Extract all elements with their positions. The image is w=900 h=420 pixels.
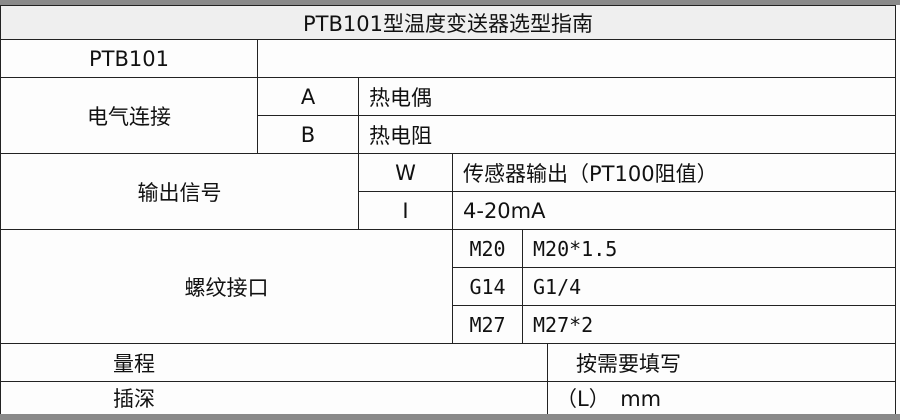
option-desc: G1/4 xyxy=(522,267,896,306)
option-code: I xyxy=(358,191,453,230)
option-desc: M27*2 xyxy=(522,305,896,344)
option-code: W xyxy=(358,153,453,192)
output-signal-label: 输出信号 xyxy=(0,153,359,230)
option-desc: 传感器输出（PT100阻值） xyxy=(452,153,896,192)
option-code: M20 xyxy=(452,229,523,268)
option-desc: 热电阻 xyxy=(358,115,896,154)
option-desc: M20*1.5 xyxy=(522,229,896,268)
model-blank-cell xyxy=(257,39,896,78)
model-cell: PTB101 xyxy=(0,39,258,78)
option-code: B xyxy=(257,115,359,154)
option-desc: 热电偶 xyxy=(358,77,896,116)
thread-interface-label: 螺纹接口 xyxy=(0,229,453,344)
option-code: A xyxy=(257,77,359,116)
top-border-bar xyxy=(0,0,900,5)
table-title: PTB101型温度变送器选型指南 xyxy=(0,5,896,40)
range-label: 量程 xyxy=(0,343,548,382)
depth-label: 插深 xyxy=(0,381,548,415)
option-code: M27 xyxy=(452,305,523,344)
option-desc: 4-20mA xyxy=(452,191,896,230)
electrical-connection-label: 电气连接 xyxy=(0,77,258,154)
range-value: 按需要填写 xyxy=(547,343,896,382)
option-code: G14 xyxy=(452,267,523,306)
depth-value: （L） mm xyxy=(547,381,896,415)
bottom-border-bar xyxy=(0,414,900,420)
